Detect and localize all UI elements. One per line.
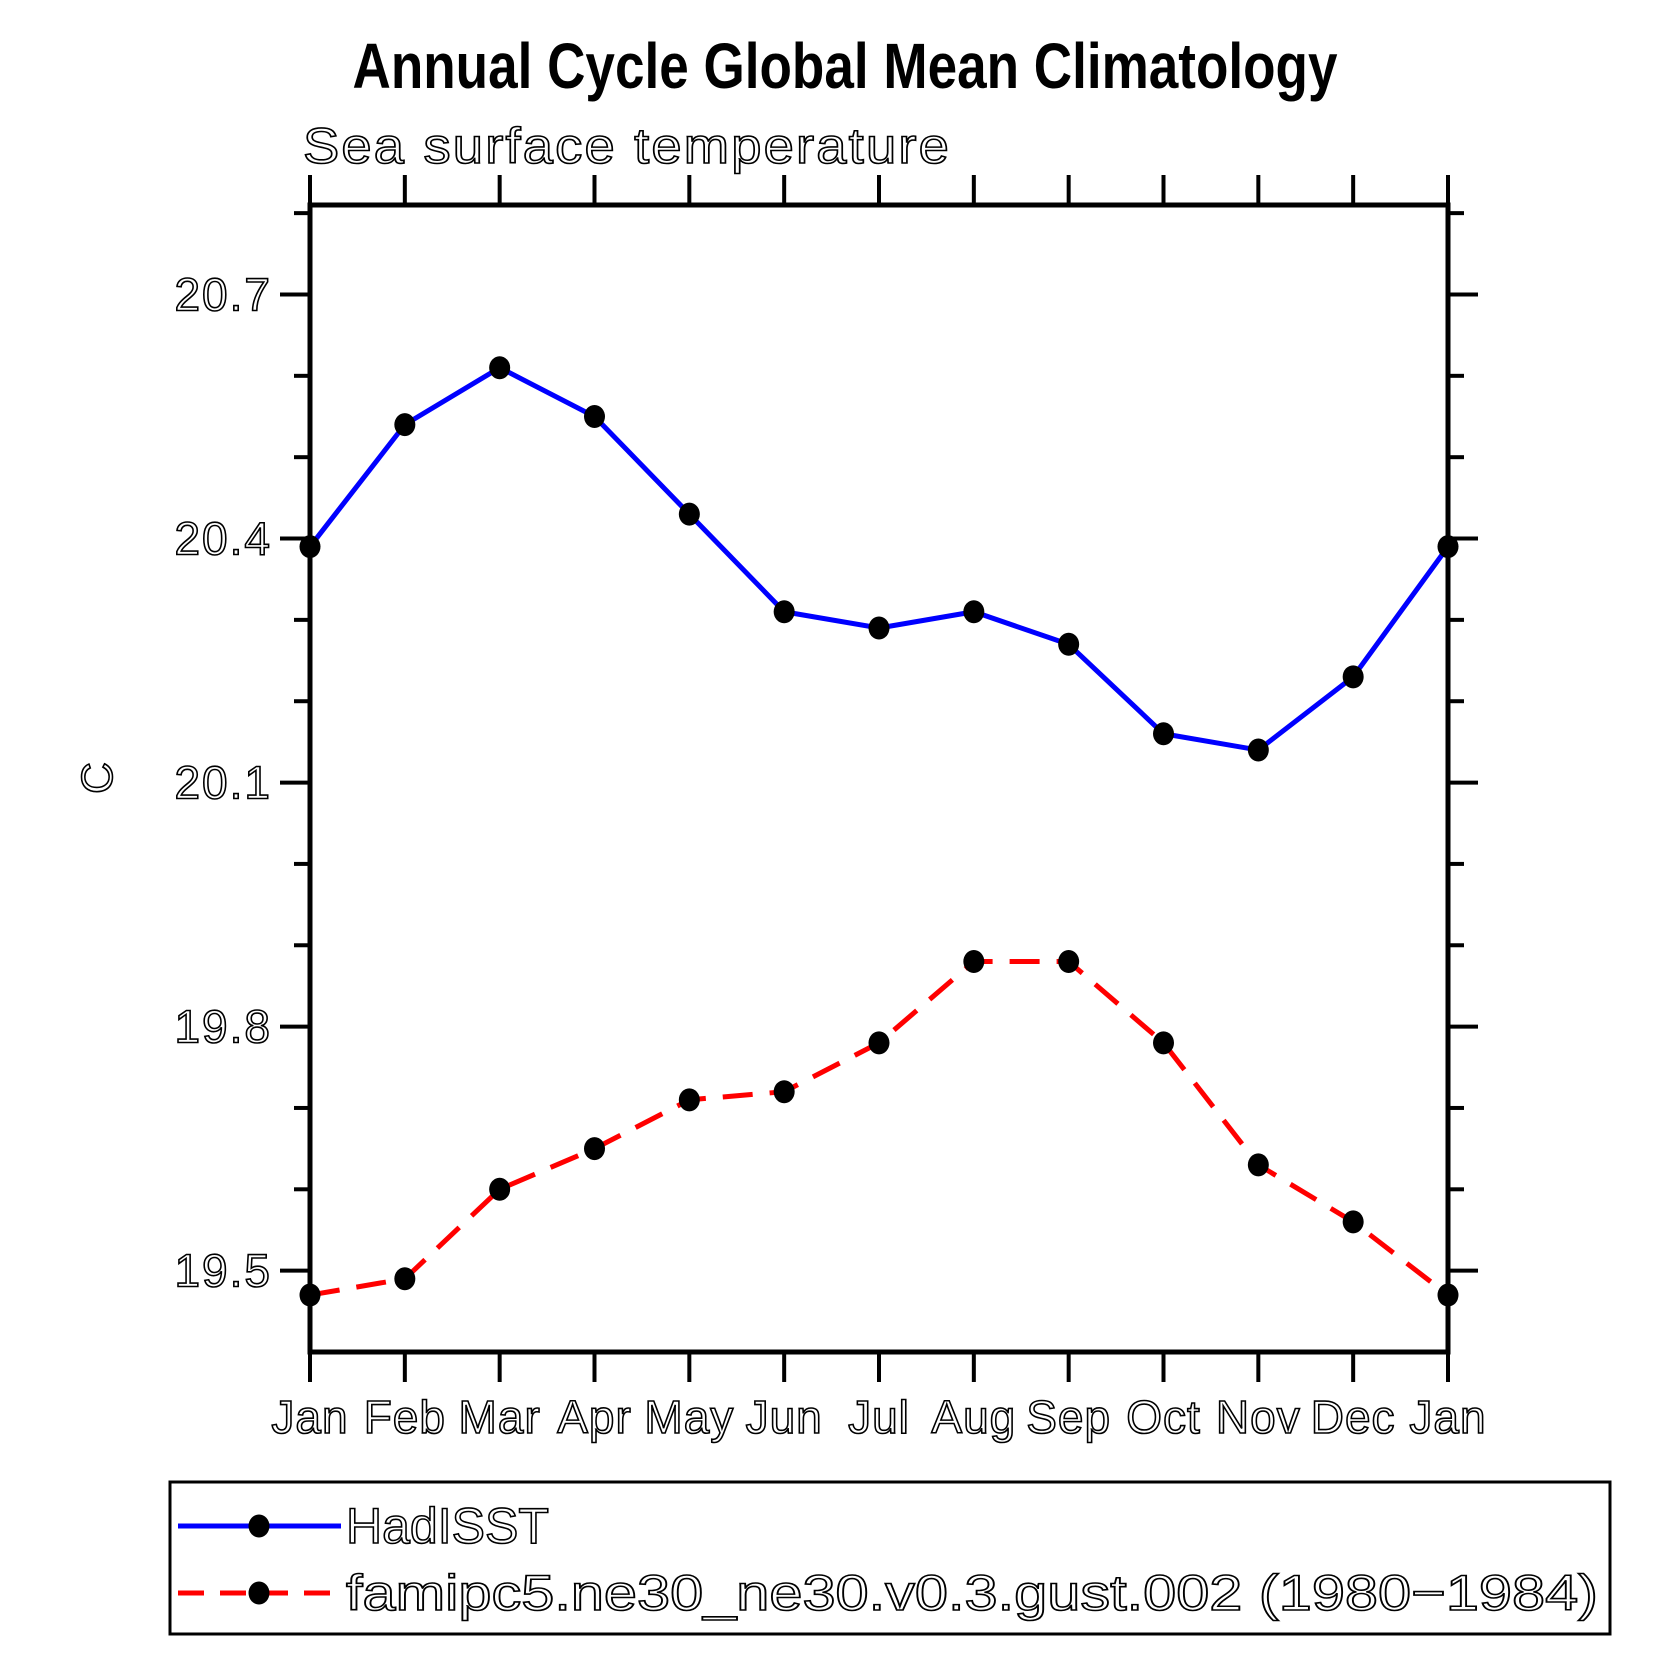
data-point-marker (868, 1031, 890, 1055)
data-point-marker (963, 950, 985, 974)
legend: HadISST famipc5.ne30_ne30.v0.3.gust.002 … (168, 1480, 1612, 1636)
data-point-marker (1153, 722, 1174, 746)
data-point-marker (1058, 950, 1080, 974)
data-point-marker (678, 1088, 700, 1112)
x-tick-label: Aug (931, 1391, 1016, 1443)
legend-label-model: famipc5.ne30_ne30.v0.3.gust.002 (1980−19… (346, 1565, 1598, 1621)
y-tick-label: 19.8 (174, 1001, 272, 1053)
data-point-marker (394, 1267, 416, 1291)
data-point-marker (1342, 1210, 1364, 1234)
x-tick-label: Jul (848, 1391, 910, 1443)
data-point-marker (299, 1283, 321, 1307)
legend-label-hadisst: HadISST (346, 1498, 549, 1554)
legend-marker-dot (248, 1581, 270, 1605)
legend-item-model: famipc5.ne30_ne30.v0.3.gust.002 (1980−19… (178, 1564, 1599, 1622)
data-point-marker (1247, 1153, 1269, 1177)
chart-subtitle: Sea surface temperature (303, 118, 951, 174)
y-tick-label: 19.5 (174, 1245, 272, 1297)
data-point-marker (1437, 535, 1459, 559)
data-point-marker (1342, 665, 1364, 689)
data-point-marker (773, 600, 795, 624)
data-point-marker (1058, 632, 1080, 656)
data-point-marker (489, 1177, 511, 1201)
x-tick-label: Jun (746, 1391, 823, 1443)
legend-item-hadisst: HadISST (178, 1497, 550, 1555)
y-tick-label: 20.4 (174, 513, 272, 565)
x-tick-label: Oct (1126, 1391, 1201, 1443)
data-point-marker (394, 413, 416, 437)
x-tick-label: Jan (271, 1391, 348, 1443)
x-tick-label: Sep (1026, 1391, 1111, 1443)
data-point-marker (678, 502, 700, 526)
legend-marker-dot (248, 1514, 270, 1538)
axes: Jan Feb Mar Apr May Jun Jul Aug Sep Oct Nov Dec Jan2… (174, 175, 1486, 1444)
y-tick-label: 20.1 (174, 757, 272, 809)
data-point-marker (489, 356, 511, 380)
chart-title: Annual Cycle Global Mean Climatology (353, 30, 1338, 102)
data-point-marker (584, 405, 605, 429)
data-point-marker (773, 1080, 795, 1104)
data-point-marker (963, 600, 985, 624)
data-point-marker (1437, 1283, 1459, 1307)
x-tick-label: Mar (459, 1391, 541, 1443)
x-tick-label: Feb (364, 1391, 446, 1443)
legend-box (168, 1480, 1612, 1636)
x-tick-label: Jan (1409, 1391, 1486, 1443)
data-point-marker (299, 535, 321, 559)
plot-frame (307, 202, 1451, 1355)
data-point-marker (1247, 738, 1269, 762)
series-line-model (309, 959, 1450, 1298)
plot-series (299, 356, 1459, 1307)
data-point-marker (584, 1137, 605, 1161)
series-line-hadisst (308, 364, 1451, 753)
x-tick-label: Apr (557, 1391, 632, 1443)
y-axis-label: C (73, 762, 122, 794)
data-point-marker (868, 616, 890, 640)
y-tick-label: 20.7 (174, 268, 272, 320)
data-point-marker (1153, 1031, 1174, 1055)
x-tick-label: Nov (1216, 1391, 1301, 1443)
x-tick-label: May (644, 1391, 734, 1443)
x-tick-label: Dec (1311, 1391, 1396, 1443)
